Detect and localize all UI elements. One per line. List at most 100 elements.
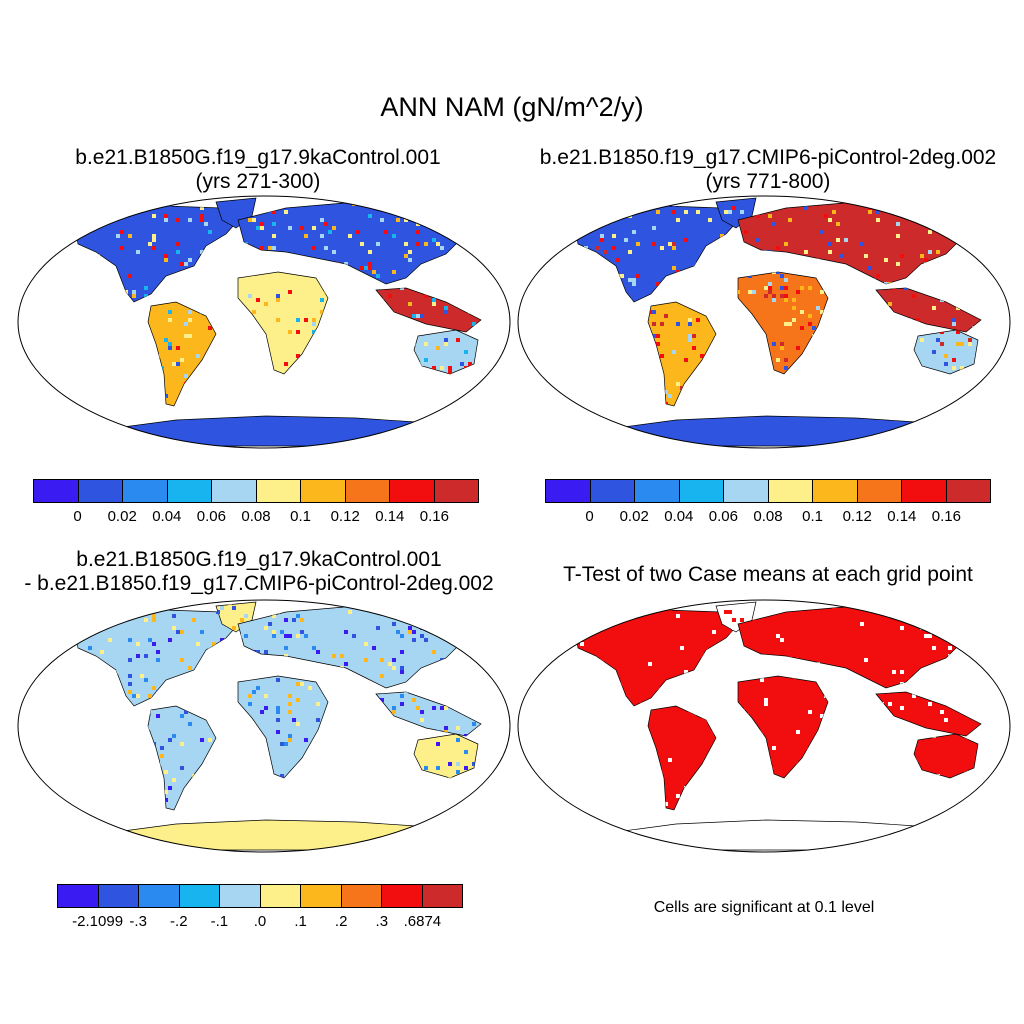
colorbar-swatch [260, 885, 301, 907]
panel-title-case1-line1: b.e21.B1850G.f19_g17.9kaControl.001 [75, 146, 441, 169]
map-frame [517, 599, 1011, 853]
colorbar-tick-label: 0.08 [753, 508, 783, 525]
colorbar-swatch [768, 480, 813, 502]
colorbar-tick-label: 0 [73, 508, 82, 525]
panel-title-case2-line1: b.e21.B1850.f19_g17.CMIP6-piControl-2deg… [539, 146, 997, 169]
landmass-australia [413, 733, 479, 779]
figure-title: ANN NAM (gN/m^2/y) [380, 92, 644, 122]
landmass-antarctica [615, 819, 927, 851]
map-frame [517, 195, 1011, 449]
colorbar-swatch [220, 885, 261, 907]
colorbar-swatch [813, 480, 858, 502]
colorbar-swatch [345, 480, 390, 502]
panel-title-case1-line2: (yrs 271-300) [195, 170, 321, 193]
colorbar-swatch [857, 480, 902, 502]
landmass-australia [913, 329, 979, 375]
colorbar-tick-label: 0 [585, 508, 594, 525]
landmass-europe-asia [237, 201, 477, 285]
panel-title-diff-line2: - b.e21.B1850.f19_g17.CMIP6-piControl-2d… [24, 572, 494, 595]
colorbar-swatch [98, 885, 139, 907]
colorbar-tick-label: 0.1 [802, 508, 824, 525]
landmass-africa [737, 675, 829, 779]
landmass-africa [237, 271, 329, 375]
map-difference [17, 599, 511, 853]
landmass-antarctica [615, 415, 927, 447]
colorbar-swatch [341, 885, 382, 907]
landmass-australia [913, 733, 979, 779]
colorbar-swatch [179, 885, 220, 907]
colorbar-tick-label: 0.02 [619, 508, 649, 525]
colorbar-tick-label: 0.16 [419, 508, 449, 525]
colorbar-swatch [256, 480, 301, 502]
colorbar-swatch [422, 885, 462, 907]
panel-title-case2: b.e21.B1850.f19_g17.CMIP6-piControl-2deg… [512, 146, 1024, 194]
panel-title-diff-line1: b.e21.B1850G.f19_g17.9kaControl.001 [76, 548, 442, 571]
landmass-antarctica [115, 415, 427, 447]
landmass-north-america [75, 205, 243, 303]
colorbar-swatch [301, 885, 342, 907]
colorbar-tick-label: -.2 [170, 913, 188, 930]
colorbar-tick-label: .1 [294, 913, 307, 930]
colorbar-swatch [212, 480, 257, 502]
colorbar-swatch [546, 480, 591, 502]
panel-title-case2-line2: (yrs 771-800) [705, 170, 831, 193]
panel-title-ttest: T-Test of two Case means at each grid po… [518, 563, 1018, 587]
colorbar-case2 [545, 479, 991, 503]
colorbar-swatch [34, 480, 79, 502]
colorbar-swatch [902, 480, 947, 502]
colorbar-tick-label: 0.12 [330, 508, 360, 525]
colorbar-tick-label: 0.06 [708, 508, 738, 525]
colorbar-difference [57, 884, 463, 908]
colorbar-swatch [58, 885, 99, 907]
map-ttest [517, 599, 1011, 853]
colorbar-tick-label: 0.16 [931, 508, 961, 525]
panel-title-ttest-line1: T-Test of two Case means at each grid po… [563, 563, 973, 586]
colorbar-tick-label: 0.04 [664, 508, 694, 525]
colorbar-swatch [946, 480, 990, 502]
landmass-south-america [647, 301, 717, 407]
landmass-europe-asia [237, 605, 477, 689]
colorbar-swatch [679, 480, 724, 502]
landmass-south-america [647, 705, 717, 811]
colorbar-tick-label: 0.04 [152, 508, 182, 525]
colorbar-swatch [590, 480, 635, 502]
colorbar-tick-label: 0.14 [375, 508, 405, 525]
landmass-south-america [147, 705, 217, 811]
map-case1 [17, 195, 511, 449]
map-frame [17, 195, 511, 449]
map-frame [17, 599, 511, 853]
colorbar-swatch [123, 480, 168, 502]
map-case2 [517, 195, 1011, 449]
colorbar-tick-label: 0.08 [241, 508, 271, 525]
landmass-se-asia [375, 691, 482, 737]
landmass-europe-asia [737, 201, 977, 285]
colorbar-tick-label: .2 [334, 913, 348, 930]
landmass-se-asia [875, 691, 982, 737]
colorbar-swatch [390, 480, 435, 502]
colorbar-tick-label: 0.06 [196, 508, 226, 525]
landmass-se-asia [875, 287, 982, 333]
colorbar-swatch [139, 885, 180, 907]
colorbar-tick-label: 0.14 [887, 508, 917, 525]
colorbar-case1 [33, 479, 479, 503]
significance-note: Cells are significant at 0.1 level [653, 899, 875, 916]
colorbar-tick-label: 0.02 [107, 508, 137, 525]
colorbar-tick-label: 0.12 [842, 508, 872, 525]
colorbar-swatch [167, 480, 212, 502]
colorbar-tick-label: -.3 [129, 913, 147, 930]
colorbar-tick-label: .6874 [403, 913, 442, 930]
colorbar-swatch [635, 480, 680, 502]
colorbar-tick-label: -2.1099 [72, 913, 124, 930]
landmass-north-america [575, 205, 743, 303]
colorbar-tick-label: .0 [253, 913, 267, 930]
landmass-africa [237, 675, 329, 779]
landmass-antarctica [115, 819, 427, 851]
colorbar-swatch [382, 885, 423, 907]
colorbar-swatch [301, 480, 346, 502]
panel-title-case1: b.e21.B1850G.f19_g17.9kaControl.001 (yrs… [8, 146, 508, 194]
panel-title-diff: b.e21.B1850G.f19_g17.9kaControl.001 - b.… [0, 548, 518, 596]
colorbar-swatch [434, 480, 478, 502]
colorbar-tick-label: -.1 [210, 913, 229, 930]
colorbar-swatch [78, 480, 123, 502]
landmass-south-america [147, 301, 217, 407]
